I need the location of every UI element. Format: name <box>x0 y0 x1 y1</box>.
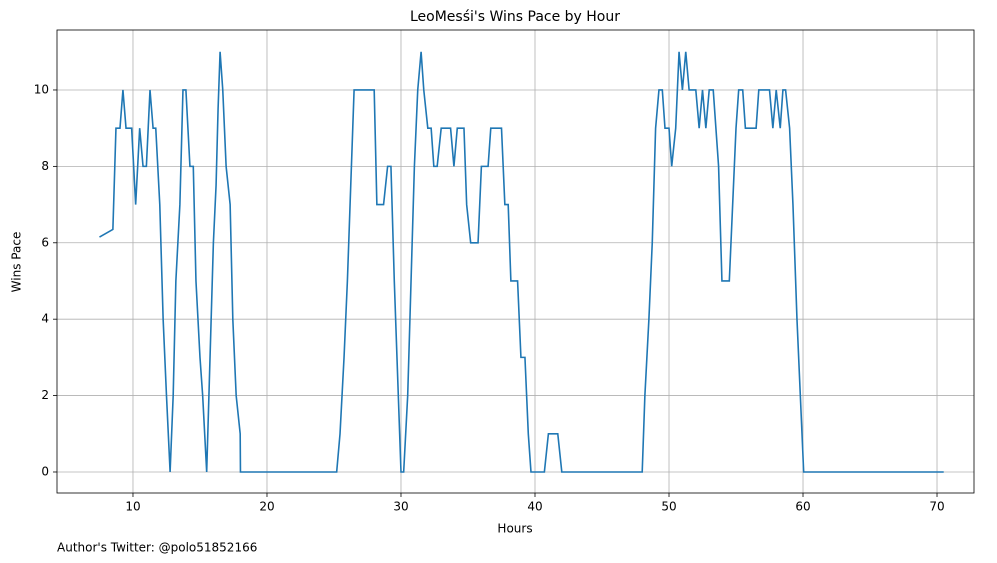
y-tick-label: 0 <box>41 464 49 478</box>
y-tick-label: 6 <box>41 235 49 249</box>
y-tick-label: 8 <box>41 159 49 173</box>
x-axis-label: Hours <box>497 522 532 536</box>
y-tick-label: 4 <box>41 312 49 326</box>
y-tick-label: 2 <box>41 388 49 402</box>
x-tick-label: 20 <box>259 500 274 514</box>
x-tick-label: 30 <box>393 500 408 514</box>
annotation: Author's Twitter: @polo51852166 <box>57 541 257 555</box>
x-tick-label: 50 <box>661 500 676 514</box>
x-tick-label: 40 <box>527 500 542 514</box>
x-tick-label: 60 <box>795 500 810 514</box>
x-tick-label: 70 <box>929 500 944 514</box>
line <box>99 51 944 473</box>
chart-title: LeoMesśi's Wins Pace by Hour <box>410 9 620 25</box>
y-axis-label: Wins Pace <box>10 232 24 293</box>
plot-frame <box>56 29 975 494</box>
x-tick-label: 10 <box>125 500 140 514</box>
y-tick-label: 10 <box>34 82 49 96</box>
